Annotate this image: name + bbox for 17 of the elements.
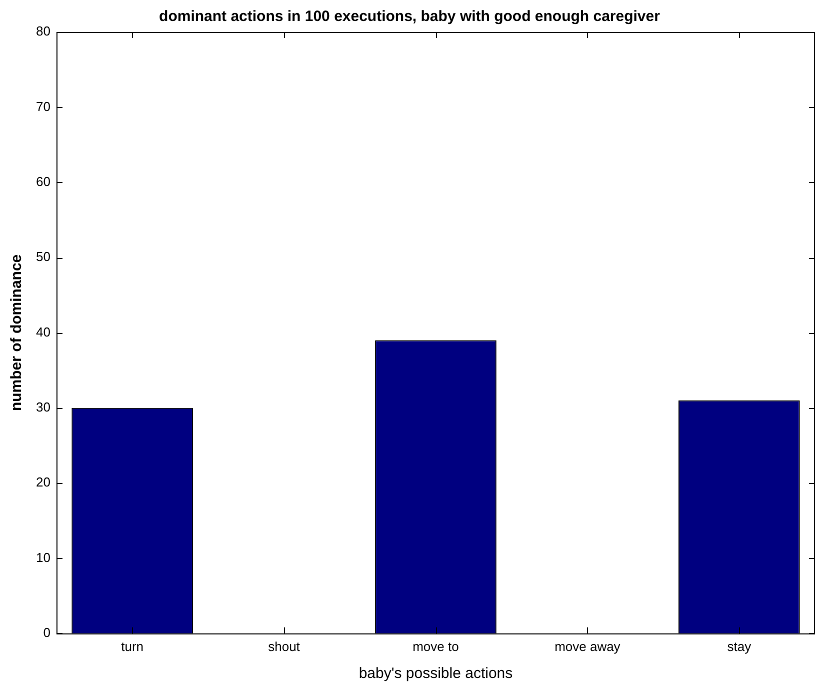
y-tick-label: 20 (36, 474, 50, 490)
x-tick-label: shout (268, 638, 300, 654)
y-tick-label: 60 (36, 174, 50, 189)
y-tick-label: 70 (36, 98, 50, 114)
x-tick-label: move to (412, 638, 459, 654)
x-tick-label: move away (554, 638, 621, 654)
chart-title: dominant actions in 100 executions, baby with good enough caregiver (159, 8, 660, 26)
x-tick-label: turn (121, 638, 144, 654)
y-tick-label: 10 (36, 550, 50, 565)
y-tick-label: 80 (36, 24, 50, 39)
x-tick-label: stay (727, 638, 752, 654)
y-tick-label: 0 (43, 624, 50, 640)
y-axis-title: number of dominance (8, 254, 26, 412)
y-tick-label: 30 (36, 399, 50, 414)
y-tick-label: 40 (36, 324, 50, 340)
y-tick-label: 50 (36, 249, 50, 264)
x-axis-title: baby's possible actions (358, 665, 513, 682)
